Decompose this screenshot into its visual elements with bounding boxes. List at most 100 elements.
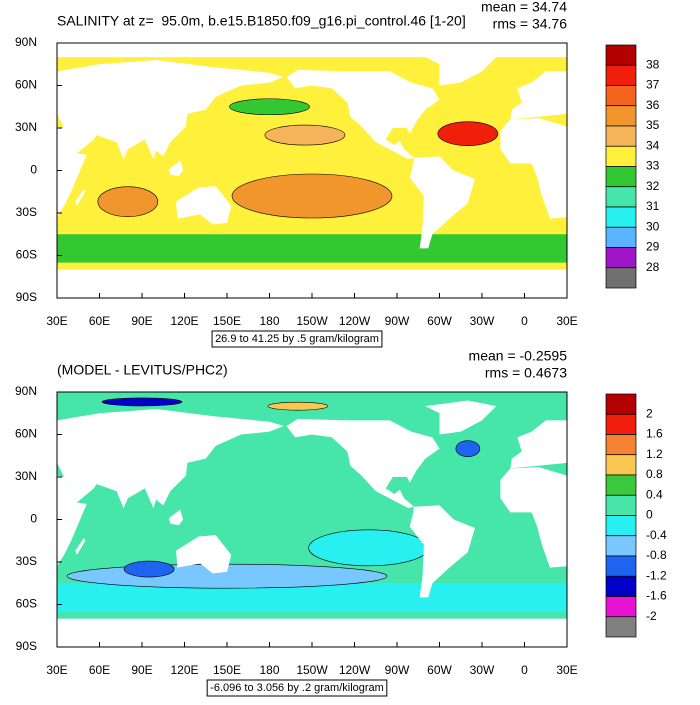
colorbar-box	[605, 85, 637, 107]
lon-label: 0	[521, 314, 528, 328]
land	[168, 509, 184, 526]
colorbar-box	[605, 206, 637, 228]
land	[500, 118, 567, 219]
land	[57, 475, 87, 567]
colorbar-box	[605, 226, 637, 248]
lat-label: 90N	[15, 384, 37, 398]
lon-label: 120W	[339, 314, 371, 328]
contour-blob	[229, 98, 310, 116]
colorbar-box	[605, 555, 637, 577]
land	[510, 71, 567, 120]
lon-label: 30W	[470, 314, 495, 328]
lat-label: 60S	[16, 597, 37, 611]
lat-label: 0	[30, 512, 37, 526]
lat-label: 30S	[16, 554, 37, 568]
range-note: 26.9 to 41.25 by .5 gram/kilogram	[215, 333, 379, 345]
contour-blob	[308, 529, 429, 567]
land	[168, 160, 184, 177]
lon-label: 120W	[339, 663, 371, 677]
colorbar-label: 35	[646, 118, 660, 132]
colorbar-label: 36	[646, 98, 660, 112]
colorbar-box	[605, 616, 637, 638]
land	[75, 537, 86, 555]
lat-label: 90S	[16, 639, 37, 653]
land	[425, 51, 497, 86]
colorbar-box	[605, 186, 637, 208]
land	[500, 467, 567, 568]
colorbar-box	[605, 393, 637, 415]
contour-blob	[123, 560, 175, 578]
lon-label: 90W	[385, 314, 410, 328]
colorbar-box	[605, 535, 637, 557]
colorbar-label: 37	[646, 78, 660, 92]
range-note: -6.096 to 3.056 by .2 gram/kilogram	[210, 682, 384, 694]
contour-blob	[101, 397, 183, 407]
lat-label: 0	[30, 163, 37, 177]
arctic-mask	[57, 43, 567, 58]
lat-label: 60N	[15, 78, 37, 92]
colorbar-label: -0.4	[646, 528, 667, 542]
contour-blob	[267, 401, 329, 411]
panel-title: (MODEL - LEVITUS/PHC2)	[57, 362, 228, 378]
lon-label: 150E	[213, 314, 241, 328]
lat-label: 30S	[16, 205, 37, 219]
colorbar-label: 31	[646, 199, 660, 213]
land	[510, 420, 567, 469]
rms-label: rms = 0.4673	[485, 365, 567, 381]
colorbar-label: 0	[646, 508, 653, 522]
colorbar-label: -2	[646, 609, 657, 623]
colorbar-label: 29	[646, 240, 660, 254]
lat-label: 30N	[15, 120, 37, 134]
land	[425, 400, 497, 435]
land	[57, 409, 284, 509]
colorbar-box	[605, 44, 637, 66]
colorbar-label: 0.8	[646, 467, 663, 481]
lon-label: 30E	[46, 663, 67, 677]
lat-label: 90S	[16, 290, 37, 304]
colorbar-box	[605, 145, 637, 167]
lon-label: 90E	[131, 663, 152, 677]
lon-label: 150W	[296, 314, 328, 328]
colorbar-box	[605, 596, 637, 618]
contour-blob	[264, 124, 346, 146]
colorbar-box	[605, 64, 637, 86]
lat-label: 30N	[15, 469, 37, 483]
land	[409, 505, 475, 598]
lon-label: 90E	[131, 314, 152, 328]
colorbar-box	[605, 105, 637, 127]
map-panel: 90N 60N 30N 0 30S 60S 90S 30E 60E 90E 120E 150E 180 1…	[15, 348, 667, 697]
colorbar-box	[605, 575, 637, 597]
colorbar-label: 28	[646, 260, 660, 274]
land	[286, 418, 440, 509]
colorbar-label: -1.2	[646, 568, 667, 582]
lon-label: 60E	[89, 663, 110, 677]
colorbar-box	[605, 434, 637, 456]
lat-label: 60N	[15, 427, 37, 441]
land	[176, 535, 232, 574]
map-field	[57, 43, 567, 298]
colorbar-label: 30	[646, 219, 660, 233]
land	[57, 126, 87, 218]
contour-blob	[437, 121, 499, 146]
lon-label: 120E	[170, 314, 198, 328]
lon-label: 30W	[470, 663, 495, 677]
colorbar-label: -0.8	[646, 548, 667, 562]
lon-label: 90W	[385, 663, 410, 677]
colorbar-label: 0.4	[646, 487, 663, 501]
mean-label: mean = 34.74	[481, 0, 567, 15]
lon-label: 30E	[556, 663, 577, 677]
colorbar-box	[605, 474, 637, 496]
lon-label: 120E	[170, 663, 198, 677]
colorbar-box	[605, 166, 637, 188]
lon-label: 0	[521, 663, 528, 677]
colorbar-label: 38	[646, 57, 660, 71]
contour-blob	[455, 440, 481, 457]
colorbar-label: 1.6	[646, 427, 663, 441]
colorbar-box	[605, 494, 637, 516]
lat-label: 90N	[15, 35, 37, 49]
colorbar-label: -1.6	[646, 589, 667, 603]
contour-blob	[97, 186, 159, 217]
lon-label: 30E	[46, 314, 67, 328]
colorbar-box	[605, 125, 637, 147]
